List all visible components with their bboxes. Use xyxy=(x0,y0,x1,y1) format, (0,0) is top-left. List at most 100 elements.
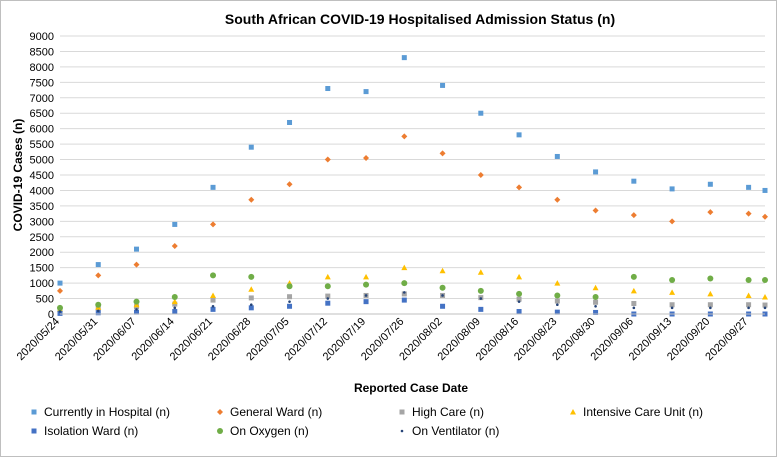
data-point xyxy=(669,186,675,192)
data-point xyxy=(762,294,768,300)
legend-marker xyxy=(31,428,37,434)
data-point xyxy=(401,133,408,140)
data-point xyxy=(326,297,330,300)
data-point xyxy=(669,302,675,308)
data-point xyxy=(325,300,331,306)
data-point xyxy=(478,306,484,312)
data-point xyxy=(248,273,255,280)
data-point xyxy=(516,132,522,138)
data-point xyxy=(762,187,768,193)
data-point xyxy=(516,290,523,297)
legend: Currently in Hospital (n) General Ward (n… xyxy=(31,405,703,438)
legend-marker xyxy=(217,409,223,415)
data-point xyxy=(172,221,178,227)
data-point xyxy=(211,304,215,308)
data-point xyxy=(210,292,217,298)
y-tick-label: 7000 xyxy=(30,93,54,105)
data-point xyxy=(401,297,407,303)
data-point xyxy=(401,280,408,287)
data-point xyxy=(554,309,560,315)
data-point xyxy=(707,209,714,216)
y-tick-label: 1000 xyxy=(30,278,54,290)
data-point xyxy=(516,309,522,315)
series-1 xyxy=(57,133,768,294)
data-point xyxy=(403,291,406,294)
data-point xyxy=(133,298,140,305)
y-tick-label: 5500 xyxy=(30,139,54,151)
data-point xyxy=(171,298,178,305)
data-point xyxy=(630,273,637,280)
data-point xyxy=(516,184,523,191)
data-point xyxy=(324,156,331,163)
legend-label: High Care (n) xyxy=(412,405,484,419)
legend-item: On Ventilator (n) xyxy=(400,424,499,438)
series-3 xyxy=(57,264,768,312)
data-point xyxy=(135,308,138,311)
legend-label: General Ward (n) xyxy=(230,405,322,419)
data-point xyxy=(248,286,255,292)
data-point xyxy=(248,196,255,203)
data-point xyxy=(516,296,522,302)
data-point xyxy=(630,212,637,219)
data-point xyxy=(173,306,177,310)
data-point xyxy=(517,300,521,303)
data-point xyxy=(95,301,102,308)
y-tick-label: 500 xyxy=(36,294,54,306)
y-tick-label: 8000 xyxy=(30,62,54,74)
y-tick-label: 2500 xyxy=(30,232,54,244)
data-point xyxy=(325,293,331,299)
data-point xyxy=(401,55,407,61)
data-point xyxy=(554,280,561,286)
data-point xyxy=(248,305,254,311)
data-point xyxy=(556,303,559,307)
data-point xyxy=(171,243,178,250)
legend-label: On Oxygen (n) xyxy=(230,424,309,438)
data-point xyxy=(95,262,101,268)
data-point xyxy=(57,304,63,311)
series-5 xyxy=(57,272,768,311)
data-point xyxy=(630,287,637,294)
data-point xyxy=(554,153,560,159)
data-point xyxy=(477,172,484,178)
y-tick-label: 6000 xyxy=(30,124,54,136)
data-point xyxy=(287,303,293,309)
data-point xyxy=(401,264,408,271)
y-tick-label: 1500 xyxy=(30,263,54,275)
data-point xyxy=(669,289,676,295)
data-point xyxy=(670,306,674,310)
data-point xyxy=(439,150,446,157)
y-tick-label: 5000 xyxy=(30,155,54,167)
data-point xyxy=(248,295,254,301)
data-point xyxy=(516,273,523,280)
data-point xyxy=(592,294,599,301)
data-point xyxy=(286,181,293,188)
data-point xyxy=(363,281,370,288)
data-point xyxy=(707,302,713,308)
data-point xyxy=(593,309,599,315)
legend-marker xyxy=(31,409,37,415)
data-point xyxy=(592,207,599,214)
data-point xyxy=(288,300,291,303)
legend-item: General Ward (n) xyxy=(217,405,322,419)
legend-item: Intensive Care Unit (n) xyxy=(570,405,703,419)
data-point xyxy=(363,89,369,95)
data-point xyxy=(364,294,368,297)
data-point xyxy=(401,291,407,297)
data-point xyxy=(96,309,100,313)
series-0 xyxy=(57,55,768,286)
data-point xyxy=(210,184,216,190)
data-point xyxy=(57,280,63,286)
legend-label: Isolation Ward (n) xyxy=(44,424,138,438)
data-point xyxy=(745,277,752,284)
data-point xyxy=(707,275,714,282)
y-tick-label: 4000 xyxy=(30,185,54,197)
data-point xyxy=(592,284,599,291)
legend-marker xyxy=(217,428,223,434)
data-point xyxy=(745,210,752,217)
legend-marker xyxy=(570,409,576,415)
data-point xyxy=(709,306,712,310)
data-point xyxy=(593,299,599,305)
legend-label: Currently in Hospital (n) xyxy=(44,405,170,419)
